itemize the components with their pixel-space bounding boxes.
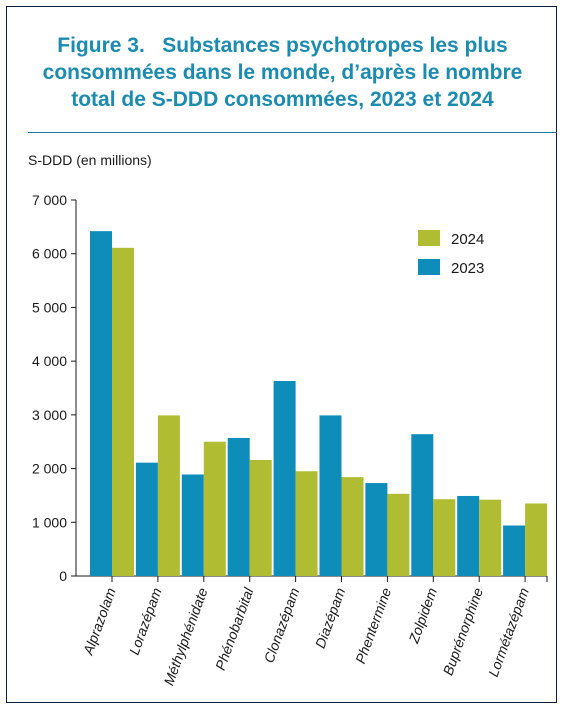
legend-label-2024: 2024 [451, 231, 484, 248]
bar-2023-0 [90, 231, 112, 576]
x-tick-label: Diazépam [312, 585, 349, 650]
bar-2023-6 [365, 483, 388, 576]
title-line-1: Figure 3. Substances psychotropes les pl… [57, 34, 508, 57]
x-tick-label: Buprénorphine [440, 585, 487, 677]
legend-label-2023: 2023 [451, 260, 484, 277]
x-tick-label: Phénobarbital [212, 585, 257, 672]
figure-title: Figure 3. Substances psychotropes les pl… [20, 32, 545, 113]
x-tick-label: Alprazolam [79, 585, 118, 658]
y-tick-label: 5 000 [32, 299, 67, 315]
bar-2024-4 [295, 471, 318, 576]
y-tick-label: 4 000 [32, 353, 67, 369]
y-tick-label: 2 000 [32, 461, 67, 477]
title-line-2: consommées dans le monde, d’après le nom… [42, 61, 523, 84]
y-tick-label: 3 000 [32, 407, 67, 423]
y-tick-label: 1 000 [32, 514, 67, 530]
title-divider [28, 132, 557, 133]
bar-2024-5 [341, 477, 364, 576]
bar-2023-8 [457, 495, 480, 576]
bar-2024-0 [112, 247, 134, 576]
bar-2023-7 [411, 434, 434, 576]
x-tick-label: Lorazépam [126, 585, 165, 657]
bar-2024-6 [387, 493, 410, 576]
bar-2024-2 [203, 441, 226, 576]
x-tick-label: Zolpidem [405, 585, 440, 646]
y-tick-label: 0 [59, 568, 67, 584]
y-tick-label: 7 000 [32, 192, 67, 208]
bar-2023-5 [319, 415, 342, 576]
x-tick-label: Clonazépam [260, 585, 302, 665]
x-tick-label: Phentermine [352, 585, 394, 665]
bar-2024-8 [479, 499, 502, 576]
bar-2024-9 [525, 503, 548, 576]
bar-2023-4 [273, 381, 296, 576]
bar-2023-9 [503, 525, 526, 576]
title-line-3: total de S-DDD consommées, 2023 et 2024 [71, 88, 494, 111]
bar-2023-3 [227, 437, 250, 576]
x-tick-label: Méthylphénidate [160, 585, 210, 687]
bar-2024-1 [157, 415, 180, 576]
bar-2024-7 [433, 499, 456, 576]
legend-swatch-2023 [418, 259, 440, 275]
bar-2023-1 [135, 462, 158, 576]
y-axis-label: S-DDD (en millions) [28, 152, 152, 168]
bar-2023-2 [181, 474, 204, 576]
x-tick-label: Lormétazépam [485, 585, 532, 679]
legend-swatch-2024 [418, 230, 440, 246]
y-tick-label: 6 000 [32, 246, 67, 262]
bar-2024-3 [249, 459, 272, 576]
